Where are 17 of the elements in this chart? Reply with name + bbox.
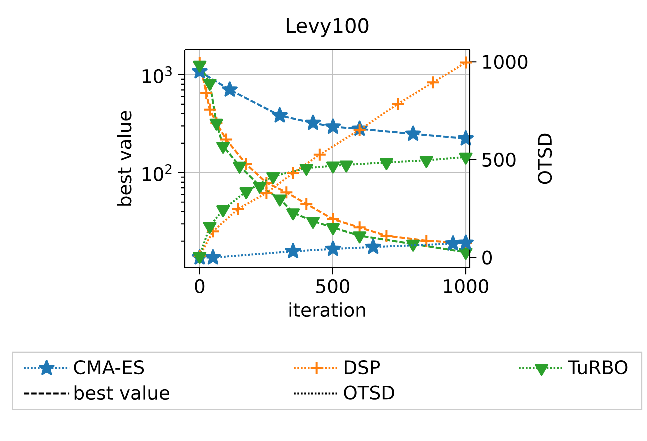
x-axis-title: iteration [290, 302, 366, 318]
legend-label: best value [74, 386, 170, 400]
x-tick-label: 0 [195, 279, 205, 294]
legend-label: TuRBO [568, 360, 628, 375]
y2-tick-label: 1000 [483, 55, 528, 70]
y-tick-label: 10$^{3}$ [142, 66, 172, 84]
y2-tick-label: 0 [482, 250, 492, 265]
legend-label: DSP [345, 360, 380, 375]
x-tick-label: 1000 [444, 279, 489, 294]
y-tick-label: 10$^{2}$ [142, 164, 172, 182]
chart-title: Levy100 [286, 18, 369, 38]
legend-label: CMA-ES [74, 360, 144, 375]
x-tick-label: 500 [316, 279, 350, 294]
y2-tick-label: 500 [482, 152, 516, 168]
y-axis-title: best value [117, 111, 132, 206]
y2-axis-title: OTSD [538, 134, 552, 184]
legend-label: OTSD [344, 386, 394, 400]
